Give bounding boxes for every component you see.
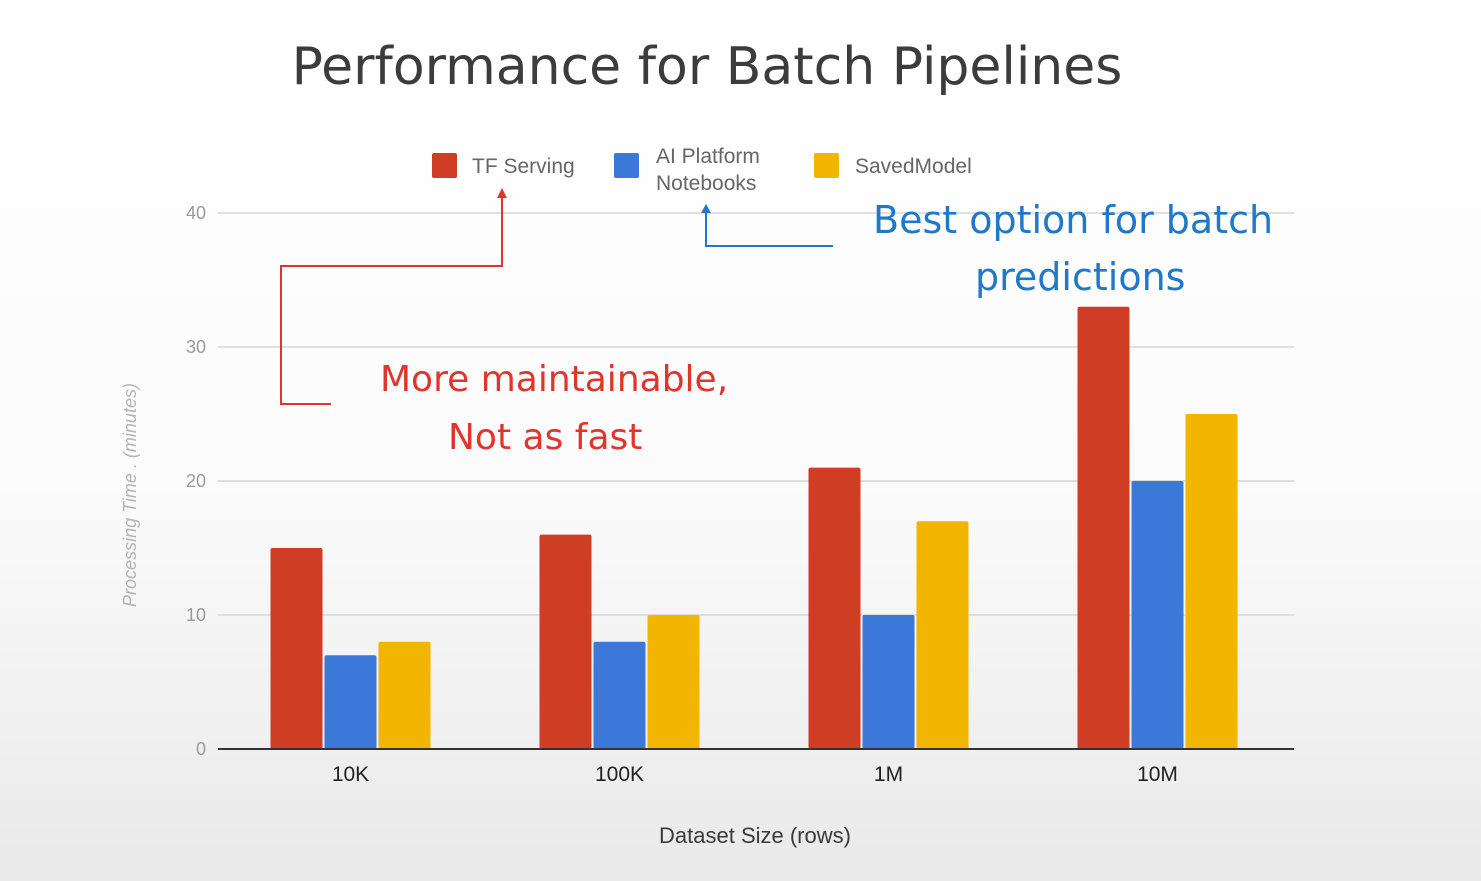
bar xyxy=(1077,306,1130,749)
red-annotation-line1: More maintainable, xyxy=(380,359,728,400)
red-annotation-connector xyxy=(280,195,503,405)
y-tick-label: 30 xyxy=(186,337,206,357)
bar xyxy=(1131,481,1184,749)
x-tick-label: 1M xyxy=(874,763,903,786)
y-axis-title: Processing Time . (minutes) xyxy=(120,383,140,607)
legend-swatch-savedmodel xyxy=(814,153,839,178)
bar xyxy=(593,641,646,749)
bar xyxy=(862,615,915,749)
bar xyxy=(916,521,969,749)
bar xyxy=(539,534,592,749)
bar xyxy=(270,548,323,749)
y-tick-label: 10 xyxy=(186,605,206,625)
red-annotation-line2: Not as fast xyxy=(448,417,642,458)
bars xyxy=(270,306,1238,749)
legend-swatch-tf-serving xyxy=(432,153,457,178)
legend: TF Serving AI Platform Notebooks SavedMo… xyxy=(432,145,972,195)
blue-annotation-connector xyxy=(705,210,833,247)
blue-annotation-line1: Best option for batch xyxy=(873,198,1273,242)
bar xyxy=(808,467,861,749)
legend-swatch-ai-platform xyxy=(614,153,639,178)
legend-label-ai-platform-line1: AI Platform xyxy=(656,145,760,168)
red-arrowhead-icon xyxy=(497,188,507,198)
y-tick-label: 40 xyxy=(186,203,206,223)
legend-label-ai-platform-line2: Notebooks xyxy=(656,172,756,195)
x-tick-label: 10K xyxy=(332,763,369,786)
y-tick-labels: 0 10 20 30 40 xyxy=(186,203,206,759)
bar xyxy=(378,641,431,749)
bar xyxy=(1185,414,1238,749)
x-tick-label: 100K xyxy=(595,763,644,786)
x-axis-title: Dataset Size (rows) xyxy=(659,823,851,848)
bar xyxy=(324,655,377,749)
blue-annotation-line2: predictions xyxy=(975,255,1185,299)
blue-arrowhead-icon xyxy=(701,204,711,213)
chart-title: Performance for Batch Pipelines xyxy=(292,37,1123,97)
legend-label-tf-serving: TF Serving xyxy=(472,155,575,178)
x-tick-labels: 10K 100K 1M 10M xyxy=(332,763,1178,786)
bar xyxy=(647,615,700,749)
y-tick-label: 0 xyxy=(196,739,206,759)
x-tick-label: 10M xyxy=(1137,763,1178,786)
y-tick-label: 20 xyxy=(186,471,206,491)
legend-label-savedmodel: SavedModel xyxy=(855,155,972,178)
